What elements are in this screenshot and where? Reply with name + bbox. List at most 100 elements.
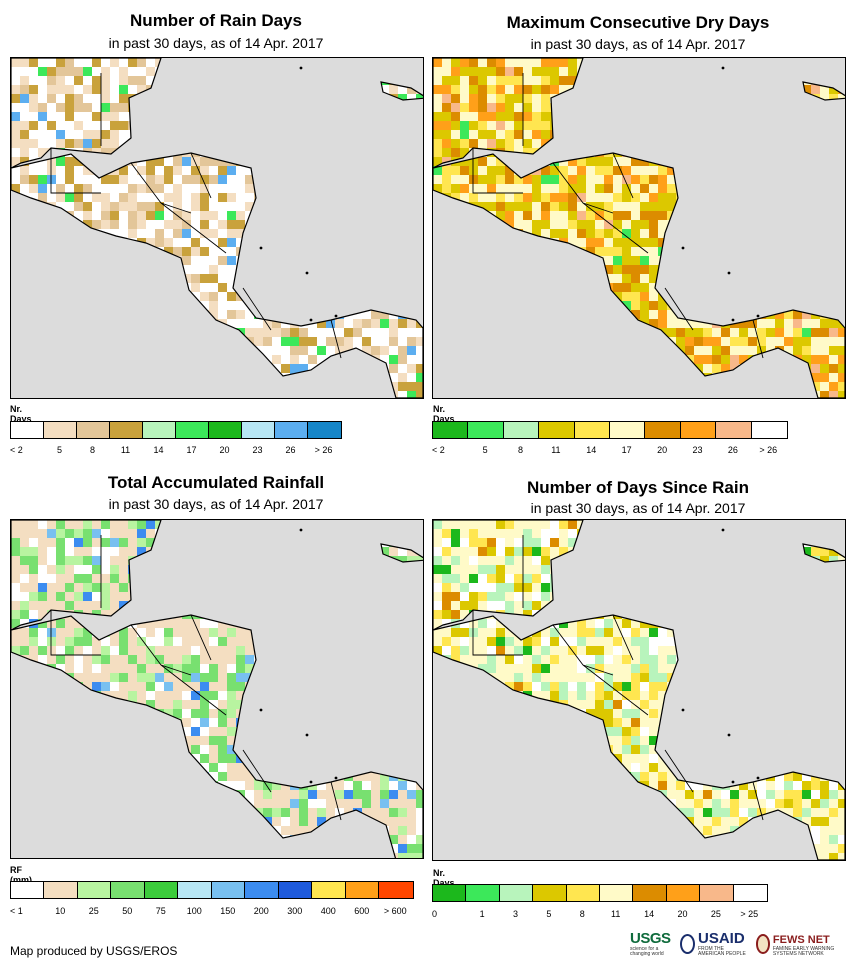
raster-cell bbox=[586, 157, 595, 166]
raster-cell bbox=[730, 85, 739, 94]
legend-swatch bbox=[143, 422, 176, 438]
raster-cell bbox=[478, 58, 487, 67]
raster-cell bbox=[568, 193, 577, 202]
raster-cell bbox=[119, 166, 128, 175]
raster-cell bbox=[227, 265, 236, 274]
raster-cell bbox=[290, 58, 299, 67]
raster-cell bbox=[550, 139, 559, 148]
raster-cell bbox=[164, 193, 173, 202]
raster-cell bbox=[712, 274, 721, 283]
raster-cell bbox=[245, 664, 254, 673]
raster-cell bbox=[595, 202, 604, 211]
raster-cell bbox=[119, 247, 128, 256]
raster-cell bbox=[38, 292, 47, 301]
raster-cell bbox=[496, 337, 505, 346]
raster-cell bbox=[568, 382, 577, 391]
raster-cell bbox=[200, 745, 209, 754]
raster-cell bbox=[146, 193, 155, 202]
raster-cell bbox=[74, 94, 83, 103]
raster-cell bbox=[227, 592, 236, 601]
raster-cell bbox=[586, 391, 595, 398]
raster-cell bbox=[11, 664, 20, 673]
raster-cell bbox=[766, 139, 775, 148]
raster-cell bbox=[119, 202, 128, 211]
raster-cell bbox=[766, 184, 775, 193]
raster-cell bbox=[622, 391, 631, 398]
raster-cell bbox=[344, 85, 353, 94]
raster-cell bbox=[101, 709, 110, 718]
raster-cell bbox=[137, 391, 146, 398]
raster-cell bbox=[38, 319, 47, 328]
raster-cell bbox=[101, 193, 110, 202]
raster-cell bbox=[92, 274, 101, 283]
raster-cell bbox=[793, 85, 802, 94]
raster-cell bbox=[523, 211, 532, 220]
raster-cell bbox=[29, 664, 38, 673]
raster-cell bbox=[407, 664, 416, 673]
raster-cell bbox=[380, 673, 389, 682]
raster-cell bbox=[272, 790, 281, 799]
raster-cell bbox=[317, 256, 326, 265]
raster-cell bbox=[380, 193, 389, 202]
raster-cell bbox=[209, 274, 218, 283]
raster-cell bbox=[838, 193, 845, 202]
legend-swatch bbox=[539, 422, 575, 438]
raster-cell bbox=[541, 238, 550, 247]
raster-cell bbox=[703, 274, 712, 283]
raster-cell bbox=[317, 139, 326, 148]
raster-cell bbox=[65, 247, 74, 256]
raster-cell bbox=[119, 256, 128, 265]
raster-cell bbox=[802, 85, 811, 94]
raster-cell bbox=[254, 337, 263, 346]
raster-cell bbox=[398, 565, 407, 574]
raster-cell bbox=[254, 238, 263, 247]
raster-cell bbox=[362, 193, 371, 202]
raster-cell bbox=[631, 337, 640, 346]
raster-cell bbox=[478, 247, 487, 256]
raster-cell bbox=[371, 301, 380, 310]
raster-cell bbox=[146, 538, 155, 547]
raster-cell bbox=[478, 139, 487, 148]
raster-cell bbox=[505, 364, 514, 373]
raster-cell bbox=[191, 121, 200, 130]
raster-cell bbox=[640, 211, 649, 220]
legend-swatch bbox=[574, 422, 610, 438]
raster-cell bbox=[487, 103, 496, 112]
raster-cell bbox=[191, 592, 200, 601]
raster-cell bbox=[218, 391, 227, 398]
raster-cell bbox=[595, 346, 604, 355]
raster-cell bbox=[182, 547, 191, 556]
raster-cell bbox=[137, 610, 146, 619]
raster-cell bbox=[398, 328, 407, 337]
raster-cell bbox=[218, 139, 227, 148]
raster-cell bbox=[739, 247, 748, 256]
raster-cell bbox=[119, 709, 128, 718]
raster-cell bbox=[568, 67, 577, 76]
raster-cell bbox=[308, 565, 317, 574]
raster-cell bbox=[146, 229, 155, 238]
raster-cell bbox=[65, 229, 74, 238]
raster-cell bbox=[353, 628, 362, 637]
island-marker bbox=[309, 318, 313, 322]
raster-cell bbox=[281, 166, 290, 175]
raster-cell bbox=[541, 292, 550, 301]
raster-cell bbox=[47, 538, 56, 547]
raster-cell bbox=[83, 700, 92, 709]
raster-cell bbox=[838, 211, 845, 220]
raster-cell bbox=[272, 709, 281, 718]
raster-cell bbox=[92, 583, 101, 592]
raster-cell bbox=[667, 58, 676, 67]
raster-cell bbox=[290, 637, 299, 646]
raster-cell bbox=[595, 328, 604, 337]
raster-cell bbox=[416, 718, 423, 727]
raster-cell bbox=[83, 520, 92, 529]
raster-cell bbox=[407, 247, 416, 256]
raster-cell bbox=[685, 85, 694, 94]
raster-cell bbox=[514, 94, 523, 103]
raster-cell bbox=[380, 610, 389, 619]
raster-cell bbox=[56, 211, 65, 220]
raster-cell bbox=[29, 637, 38, 646]
raster-cell bbox=[290, 274, 299, 283]
raster-cell bbox=[254, 565, 263, 574]
raster-cell bbox=[676, 175, 685, 184]
